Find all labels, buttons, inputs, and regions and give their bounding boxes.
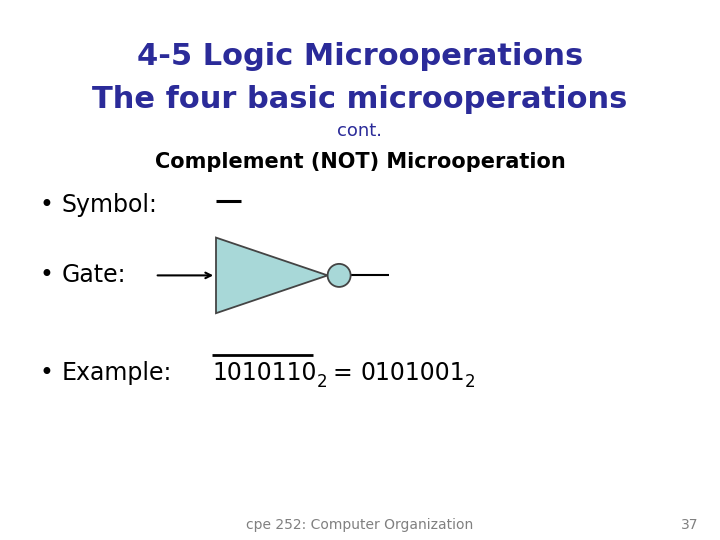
Text: Example:: Example: — [61, 361, 171, 384]
Text: 0101001: 0101001 — [360, 361, 464, 384]
Text: The four basic microoperations: The four basic microoperations — [92, 85, 628, 114]
Text: •: • — [40, 264, 53, 287]
Text: cont.: cont. — [338, 122, 382, 140]
Text: 2: 2 — [464, 373, 475, 392]
Text: 1010110: 1010110 — [212, 361, 317, 384]
Text: •: • — [40, 361, 53, 384]
Ellipse shape — [328, 264, 351, 287]
Text: 2: 2 — [317, 373, 328, 392]
Text: •: • — [40, 193, 53, 217]
Text: =: = — [333, 361, 360, 384]
Text: 37: 37 — [681, 518, 698, 532]
Polygon shape — [216, 238, 328, 313]
Text: Complement (NOT) Microoperation: Complement (NOT) Microoperation — [155, 152, 565, 172]
Text: 4-5 Logic Microoperations: 4-5 Logic Microoperations — [137, 42, 583, 71]
Text: cpe 252: Computer Organization: cpe 252: Computer Organization — [246, 518, 474, 532]
Text: Symbol:: Symbol: — [61, 193, 157, 217]
Text: Gate:: Gate: — [61, 264, 126, 287]
